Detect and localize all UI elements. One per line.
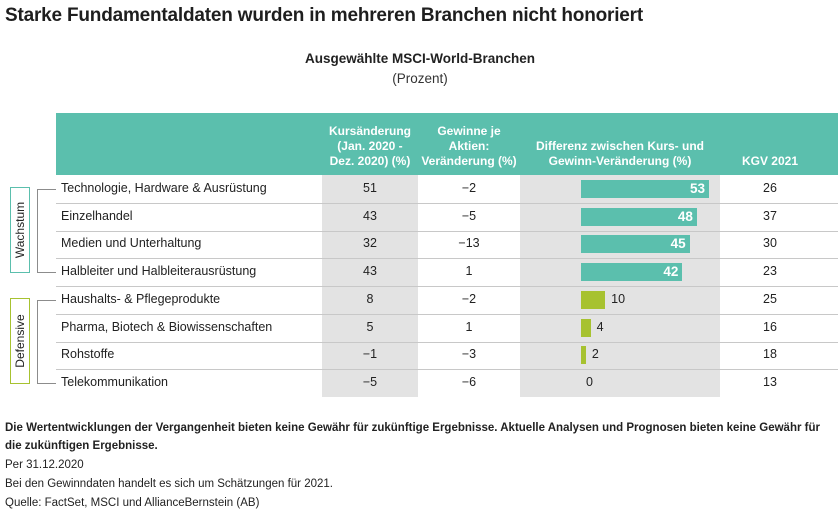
- kurs-value: 43: [363, 264, 377, 279]
- diff-bar: 42: [581, 263, 683, 282]
- gewinn-value: −2: [461, 180, 477, 195]
- wachstum-label: Wachstum: [13, 201, 27, 259]
- row-divider: [56, 202, 838, 204]
- row-label: Telekommunikation: [61, 375, 168, 390]
- row-label: Halbleiter und Halbleiterausrüstung: [61, 264, 257, 279]
- diff-bar: [581, 290, 606, 309]
- kurs-value: 43: [363, 208, 377, 223]
- gewinn-value: −5: [461, 208, 477, 223]
- column-header-kurs: Kursänderung (Jan. 2020 - Dez. 2020) (%): [322, 113, 418, 175]
- column-header-text: KGV 2021: [741, 154, 799, 168]
- column-header-text: Differenz zwischen Kurs- und Gewinn-Verän…: [535, 139, 705, 168]
- table-header-band: [56, 113, 838, 175]
- row-label: Technologie, Hardware & Ausrüstung: [61, 180, 267, 195]
- row-divider: [56, 286, 838, 287]
- kurs-value: 51: [363, 180, 377, 195]
- diff-label: 0: [586, 375, 593, 390]
- gewinn-value: 1: [465, 319, 473, 334]
- row-divider: [56, 341, 838, 343]
- gewinn-value: −13: [458, 236, 480, 251]
- source-note: Quelle: FactSet, MSCI und AllianceBernst…: [5, 497, 260, 509]
- estimate-note: Bei den Gewinndaten handelt es sich um S…: [5, 478, 333, 490]
- row-label: Rohstoffe: [61, 347, 115, 362]
- row-label: Pharma, Biotech & Biowissenschaften: [61, 319, 273, 334]
- kgv-value: 25: [763, 291, 777, 306]
- row-divider: [56, 258, 838, 260]
- kgv-value: 37: [763, 208, 777, 223]
- column-header-kgv: KGV 2021: [720, 113, 820, 175]
- column-header-diff: Differenz zwischen Kurs- und Gewinn-Verän…: [520, 113, 720, 175]
- column-header-text: Gewinne je Aktien: Veränderung (%): [421, 124, 517, 168]
- date-note: Per 31.12.2020: [5, 459, 84, 471]
- row-label: Einzelhandel: [61, 208, 133, 223]
- kgv-value: 26: [763, 180, 777, 195]
- gewinn-value: −3: [461, 347, 477, 362]
- row-label: Medien und Unterhaltung: [61, 236, 202, 251]
- chart-subtitle: (Prozent): [392, 71, 448, 86]
- gewinn-value: −2: [461, 291, 477, 306]
- column-header-gewinn: Gewinne je Aktien: Veränderung (%): [418, 113, 520, 175]
- kgv-value: 13: [763, 375, 777, 390]
- wachstum-group-label: Wachstum: [10, 187, 30, 273]
- gewinn-value: −6: [461, 375, 477, 390]
- diff-bar: 48: [581, 207, 697, 226]
- diff-label: 2: [591, 347, 599, 362]
- diff-bar: 53: [581, 179, 709, 198]
- main-title: Starke Fundamentaldaten wurden in mehrer…: [5, 5, 643, 26]
- diff-bar: [581, 346, 586, 365]
- kurs-value: −5: [362, 375, 378, 390]
- kurs-value: −1: [362, 347, 378, 362]
- kurs-value: 32: [363, 236, 377, 251]
- diff-label: 4: [596, 319, 604, 334]
- diff-label: 10: [611, 291, 626, 306]
- diff-bar: 45: [581, 235, 690, 254]
- kgv-value: 18: [763, 347, 777, 362]
- row-label: Haushalts- & Pflegeprodukte: [61, 291, 221, 306]
- diff-bar: [581, 318, 591, 337]
- row-divider: [56, 369, 838, 371]
- kurs-value: 8: [366, 291, 374, 306]
- kgv-value: 30: [763, 236, 777, 251]
- defensive-bracket: [37, 300, 56, 384]
- kgv-value: 23: [763, 264, 777, 279]
- defensive-group-label: Defensive: [10, 298, 30, 384]
- kgv-value: 16: [763, 319, 777, 334]
- column-header-text: Kursänderung (Jan. 2020 - Dez. 2020) (%): [328, 124, 411, 168]
- wachstum-bracket: [37, 189, 56, 273]
- row-divider: [56, 313, 838, 315]
- defensive-label: Defensive: [13, 314, 27, 368]
- row-divider: [56, 230, 838, 232]
- disclaimer: Die Wertentwicklungen der Vergangenheit …: [5, 422, 820, 452]
- kurs-value: 5: [366, 319, 374, 334]
- chart-title: Ausgewählte MSCI-World-Branchen: [304, 51, 536, 66]
- gewinn-value: 1: [465, 264, 473, 279]
